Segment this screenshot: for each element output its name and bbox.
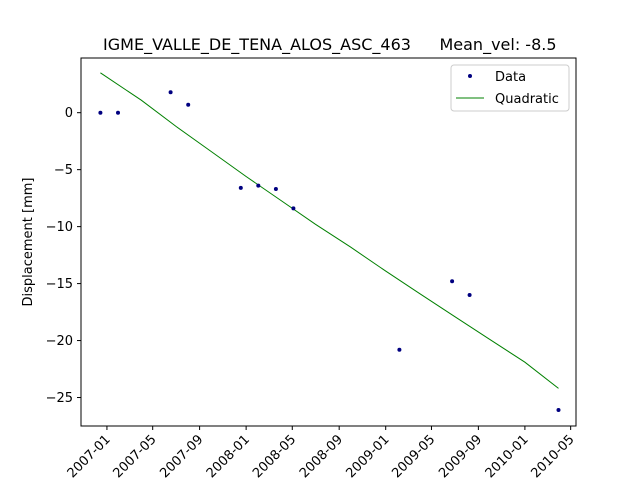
legend-data-label: Data: [495, 70, 526, 85]
quadratic-fit-line: [100, 72, 559, 389]
y-tick-label: −20: [46, 334, 73, 349]
y-tick-label: 0: [65, 106, 73, 121]
data-point: [450, 279, 455, 284]
y-axis-label: Displacement [mm]: [21, 178, 36, 307]
data-point: [291, 206, 296, 211]
plot-area: [98, 72, 561, 412]
y-tick-label: −10: [46, 220, 73, 235]
legend-box: [450, 64, 570, 112]
axes-frame: [80, 57, 577, 427]
data-point: [98, 110, 103, 115]
data-point: [273, 187, 278, 191]
data-point: [186, 102, 191, 107]
data-point: [168, 90, 173, 95]
data-point: [116, 110, 120, 115]
y-tick-label: −5: [54, 163, 73, 178]
data-point: [256, 183, 261, 188]
data-point: [556, 408, 561, 412]
y-tick-label: −15: [46, 277, 73, 292]
legend-data-marker: [468, 74, 472, 78]
legend-quadratic-label: Quadratic: [495, 92, 559, 107]
chart-title: IGME_VALLE_DE_TENA_ALOS_ASC_463: [103, 35, 411, 55]
data-point: [467, 293, 472, 297]
y-tick-label: −25: [46, 391, 73, 406]
legend: Data Quadratic: [450, 64, 570, 112]
data-point: [238, 185, 243, 190]
chart-mean-velocity: Mean_vel: -8.5: [439, 35, 556, 55]
data-point: [397, 347, 402, 352]
